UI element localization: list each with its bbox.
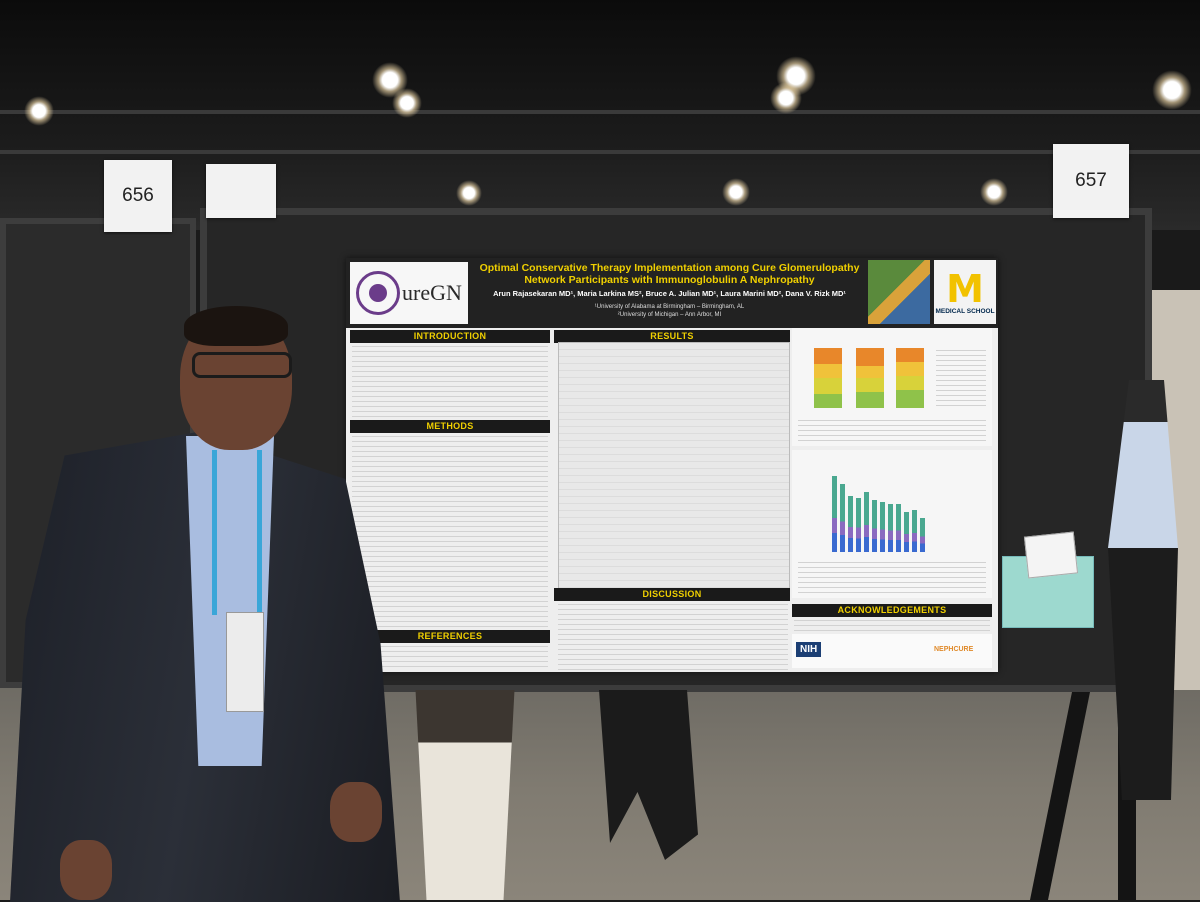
methods-text <box>352 436 548 628</box>
presenter-hand <box>330 782 382 842</box>
stacked-bar <box>896 348 924 408</box>
affiliation-1: ¹University of Alabama at Birmingham – B… <box>594 304 745 310</box>
michigan-label: MEDICAL SCHOOL <box>935 307 995 315</box>
booth-number-right: 657 <box>1053 144 1129 218</box>
research-poster: ureGN Optimal Conservative Therapy Imple… <box>346 258 998 672</box>
section-references: REFERENCES <box>350 630 550 643</box>
section-acknowledgements: ACKNOWLEDGEMENTS <box>792 604 992 617</box>
name-badge <box>226 612 264 712</box>
stacked-bar <box>814 348 842 408</box>
ceiling-light <box>392 88 422 118</box>
presenter-glasses <box>192 352 292 378</box>
presenter-hair <box>184 306 288 346</box>
poster-header: ureGN Optimal Conservative Therapy Imple… <box>346 258 998 328</box>
ceiling-light <box>456 180 482 206</box>
nephcure-logo: NEPHCURE <box>934 646 974 653</box>
presenter-hand <box>60 840 112 900</box>
title-line-2: Network Participants with Immunoglobulin… <box>524 274 815 286</box>
curegn-logo-icon <box>356 271 400 315</box>
nih-logo: NIH <box>796 642 822 657</box>
ceiling-light <box>770 82 802 114</box>
blank-booth-card <box>206 164 276 218</box>
affiliation-2: ²University of Michigan – Ann Arbor, MI <box>617 312 722 318</box>
section-results: RESULTS <box>554 330 790 343</box>
section-methods: METHODS <box>350 420 550 433</box>
results-table <box>558 342 790 599</box>
introduction-text <box>352 346 548 418</box>
figure-caption <box>798 420 986 442</box>
ceiling-truss <box>0 110 1200 114</box>
acknowledgements-text <box>794 620 990 632</box>
ceiling-light <box>980 178 1008 206</box>
stacked-bar <box>856 348 884 408</box>
curegn-logo: ureGN <box>350 262 468 324</box>
title-line-1: Optimal Conservative Therapy Implementat… <box>479 262 860 274</box>
bar-area <box>832 476 942 552</box>
figure-legend <box>936 350 986 408</box>
figure-longitudinal-control <box>792 450 992 598</box>
ceiling-light <box>1152 70 1192 110</box>
figure-caption <box>798 562 986 594</box>
discussion-text <box>558 604 788 670</box>
michigan-logo: M MEDICAL SCHOOL <box>934 260 996 324</box>
ceiling-truss <box>0 150 1200 154</box>
references-text <box>352 646 548 670</box>
michigan-letter: M <box>946 266 984 311</box>
sponsor-logos: NIH NEPHCURE <box>792 634 992 668</box>
poster-affiliations: ¹University of Alabama at Birmingham – B… <box>472 303 867 319</box>
poster-title: Optimal Conservative Therapy Implementat… <box>472 262 867 286</box>
ceiling-light <box>24 96 54 126</box>
logo-text: ureGN <box>402 280 462 305</box>
booth-number-left: 656 <box>104 160 172 232</box>
section-introduction: INTRODUCTION <box>350 330 550 343</box>
figure-raasi-usage <box>792 328 992 446</box>
poster-authors: Arun Rajasekaran MD¹, Maria Larkina MS²,… <box>493 289 846 298</box>
presenter-lanyard <box>212 450 262 615</box>
ceiling-light <box>722 178 750 206</box>
ceiling <box>0 0 1200 230</box>
background-person <box>415 690 515 900</box>
section-discussion: DISCUSSION <box>554 588 790 601</box>
business-cards <box>1023 531 1079 579</box>
book-cover-image <box>868 260 930 324</box>
